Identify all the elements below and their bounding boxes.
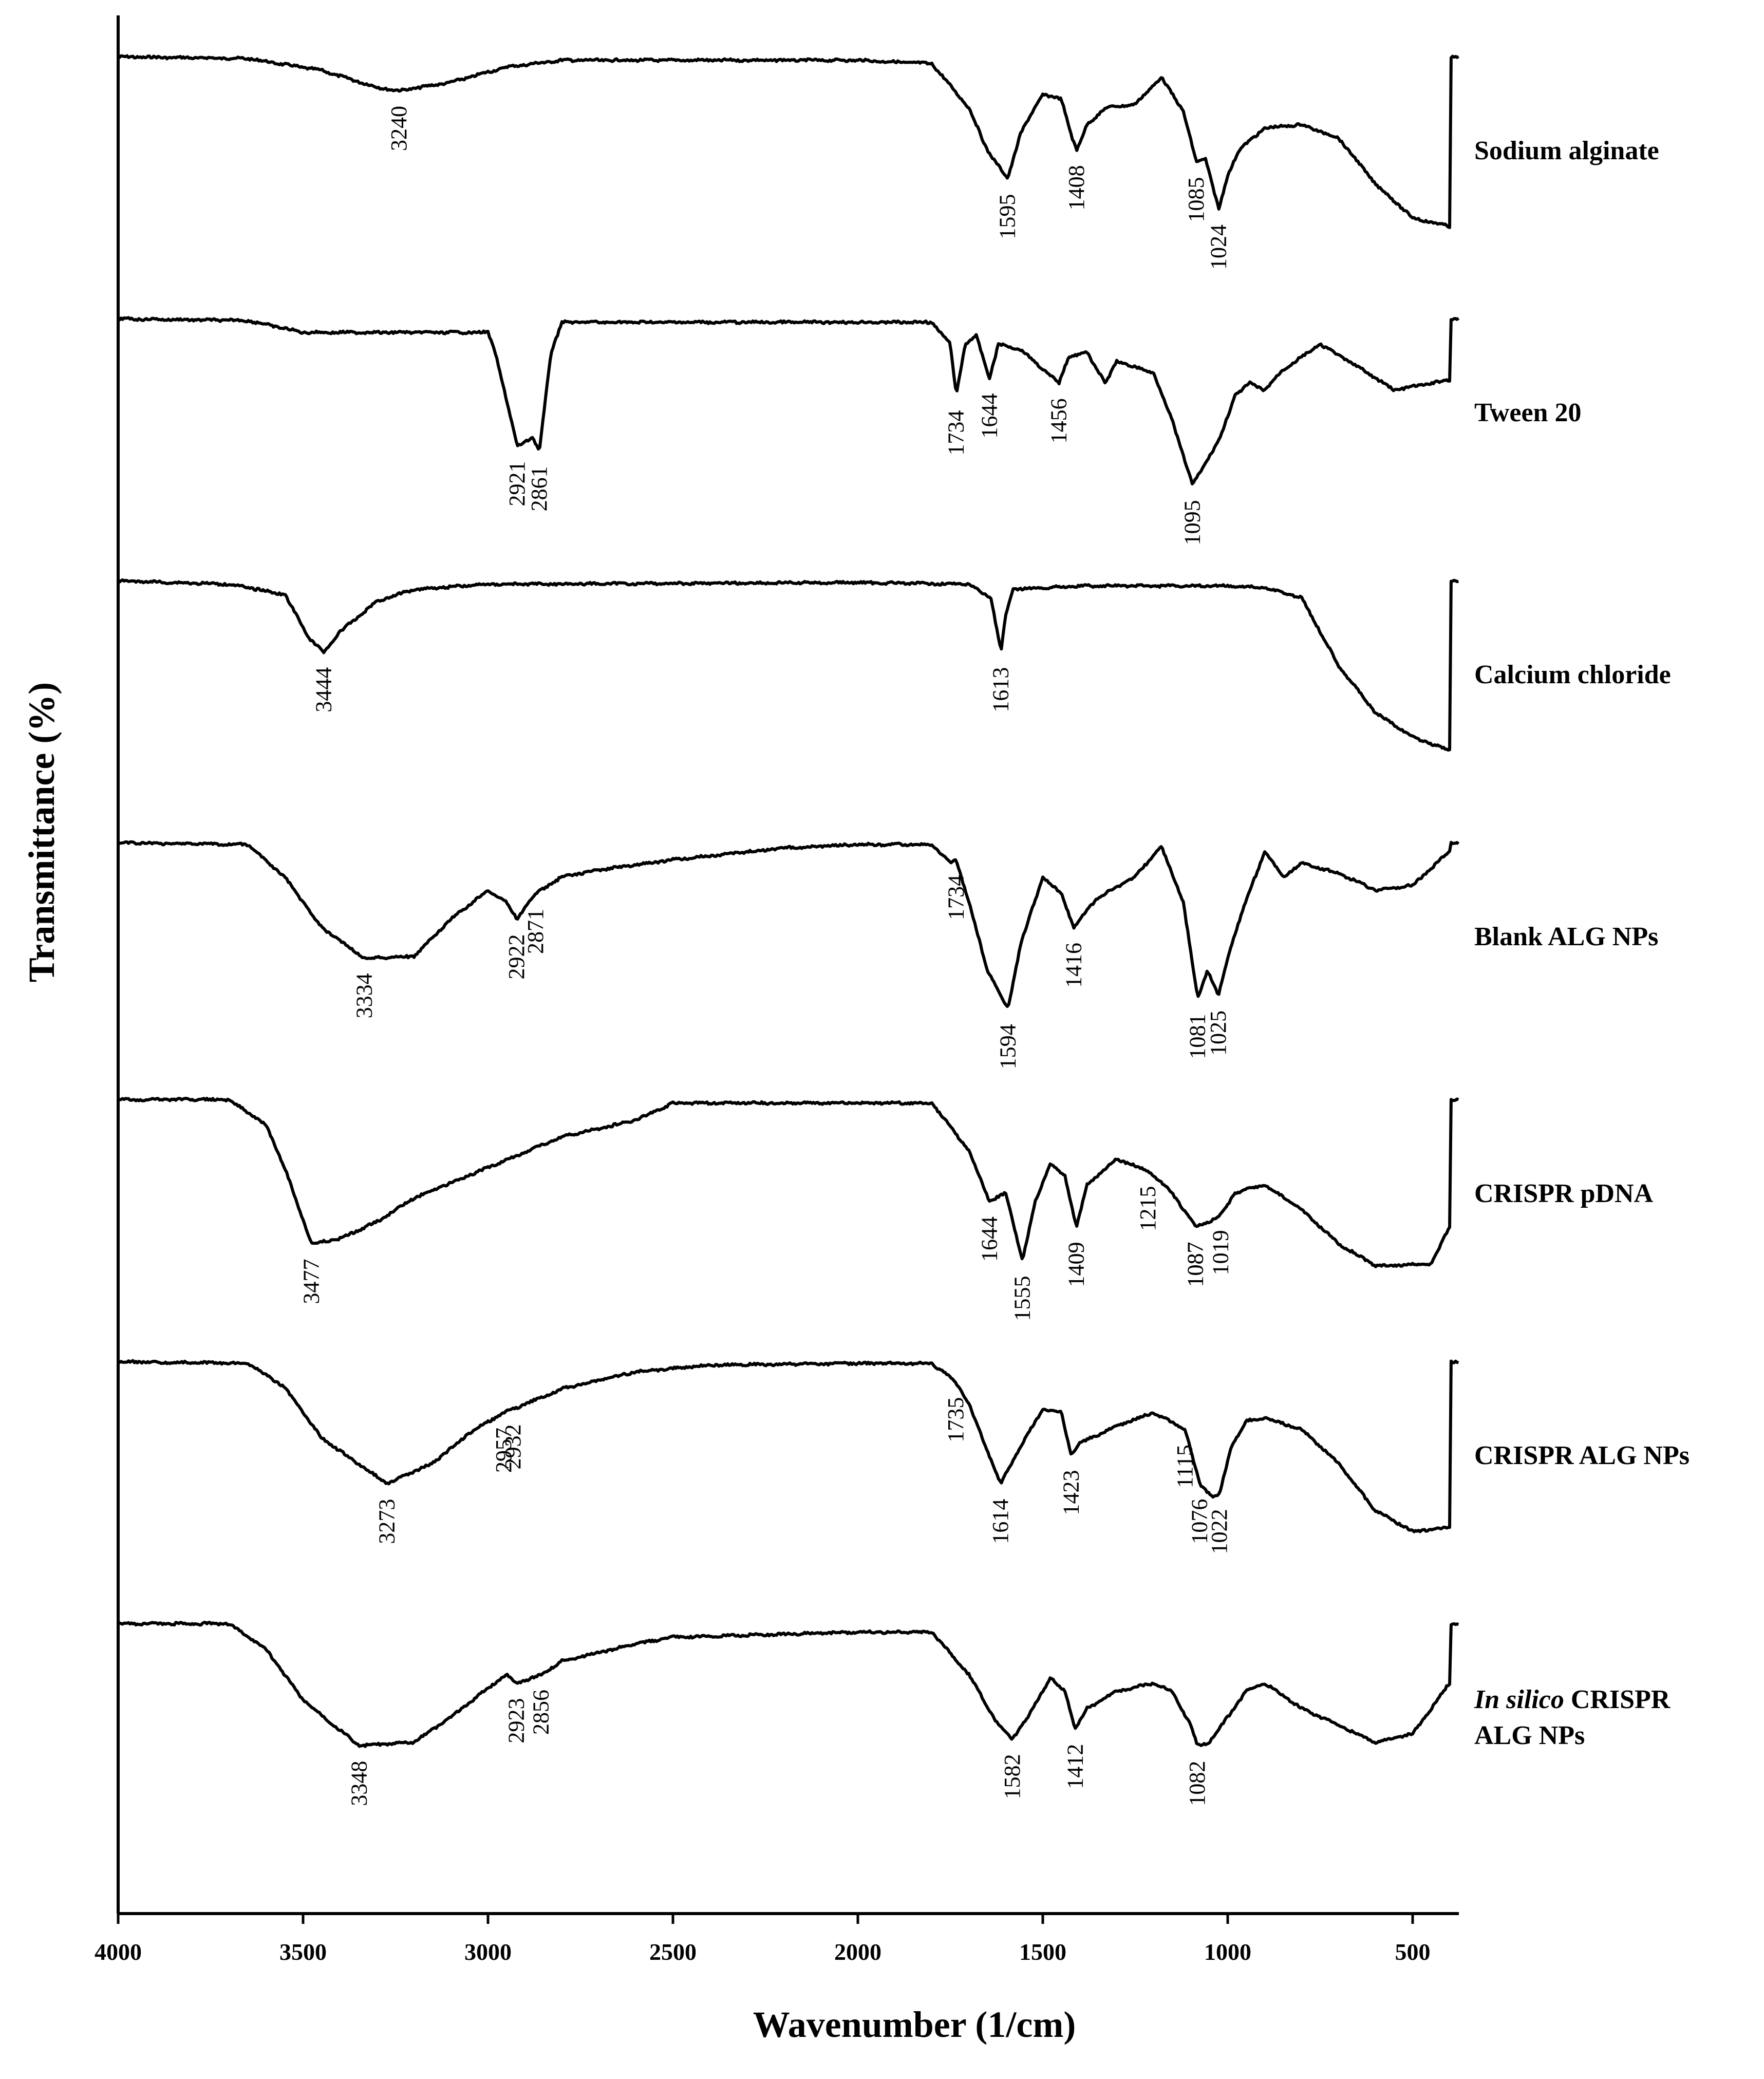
series-2: 3444 1613 Calcium chloride <box>117 578 1671 752</box>
peak-label: 1734 <box>944 875 969 920</box>
peak-label: 1087 <box>1183 1242 1208 1287</box>
x-axis-label: Wavenumber (1/cm) <box>753 2004 1076 2045</box>
peak-label: 1019 <box>1208 1230 1233 1275</box>
peak-label: 1024 <box>1206 224 1231 270</box>
spectrum-line <box>117 1359 1459 1533</box>
series-label: Sodium alginate <box>1474 136 1659 165</box>
peak-label: 1456 <box>1046 398 1072 443</box>
spectrum-line <box>117 578 1459 752</box>
peak-label: 2861 <box>527 466 552 511</box>
peak-label: 1412 <box>1062 1744 1087 1789</box>
series-6: 3348 2923 2856 1582 1412 1082 In silico CRISPR… <box>118 1621 1671 1806</box>
x-tick-label: 500 <box>1395 1939 1431 1965</box>
peak-label: 1594 <box>995 1024 1020 1069</box>
series-label: Tween 20 <box>1474 398 1581 427</box>
peak-label: 1555 <box>1009 1276 1035 1321</box>
peak-label: 2856 <box>529 1690 554 1735</box>
peak-label: 1215 <box>1135 1186 1160 1231</box>
series-label: Blank ALG NPs <box>1474 922 1658 951</box>
peak-label: 1076 <box>1187 1499 1212 1544</box>
peak-label: 1081 <box>1185 1014 1210 1059</box>
peak-label: 2923 <box>503 1698 529 1744</box>
peak-label: 1082 <box>1185 1761 1210 1806</box>
axes: 4000 3500 3000 2500 2000 1500 1000 500 Wavenumb… <box>21 15 1459 2045</box>
x-tick-label: 1500 <box>1019 1939 1066 1965</box>
peak-label: 1613 <box>988 667 1014 713</box>
peak-label: 1735 <box>943 1397 968 1443</box>
peak-label: 1595 <box>995 194 1020 239</box>
peak-label: 2921 <box>504 461 530 507</box>
peak-label: 3477 <box>299 1259 324 1304</box>
peak-label: 2957 <box>491 1428 516 1473</box>
peak-label: 3444 <box>311 667 336 713</box>
peak-label: 1408 <box>1064 165 1089 211</box>
peak-label: 3348 <box>346 1761 371 1806</box>
peak-label: 2932 <box>500 1424 526 1469</box>
x-tick-label: 1000 <box>1204 1939 1251 1965</box>
peak-label: 1025 <box>1206 1010 1231 1056</box>
spectrum-line <box>117 316 1460 485</box>
spectrum-line <box>117 840 1460 1008</box>
peak-label: 3334 <box>352 973 377 1018</box>
peak-label: 1095 <box>1180 500 1205 545</box>
peak-label: 1416 <box>1061 943 1086 988</box>
peak-label: 1087 <box>1183 1242 1208 1287</box>
peak-label: 1022 <box>1207 1509 1232 1554</box>
peak-label: 1409 <box>1064 1242 1089 1287</box>
x-ticks: 4000 3500 3000 2500 2000 1500 1000 500 <box>95 1914 1431 1965</box>
x-tick-label: 4000 <box>95 1939 142 1965</box>
spectrum-line <box>118 1097 1459 1268</box>
peak-label: 3273 <box>374 1499 399 1544</box>
peak-label: 3240 <box>386 106 411 151</box>
peak-label: 2871 <box>523 909 548 954</box>
spectrum-line <box>118 54 1459 229</box>
y-axis-label: Transmittance (%) <box>21 682 62 983</box>
peak-label: 1734 <box>944 410 969 456</box>
x-tick-label: 2000 <box>834 1939 881 1965</box>
series-label: CRISPR ALG NPs <box>1474 1441 1690 1470</box>
peak-label: 1085 <box>1184 177 1209 222</box>
peak-label: 1423 <box>1058 1470 1083 1515</box>
x-tick-label: 3500 <box>279 1939 327 1965</box>
peak-label: 2922 <box>504 934 529 980</box>
x-tick-label: 2500 <box>649 1939 697 1965</box>
series-label: In silico CRISPR ALG NPs <box>1474 1685 1671 1750</box>
peak-label: 1644 <box>977 1216 1002 1262</box>
series-label: CRISPR pDNA <box>1474 1179 1654 1208</box>
peak-label: 1582 <box>1000 1754 1025 1799</box>
spectrum-line <box>118 1621 1459 1748</box>
peak-label: 1614 <box>988 1499 1013 1544</box>
series-label: Calcium chloride <box>1474 660 1671 689</box>
peak-label: 1644 <box>977 394 1002 439</box>
peak-label: 1115 <box>1172 1445 1197 1488</box>
x-tick-label: 3000 <box>464 1939 512 1965</box>
